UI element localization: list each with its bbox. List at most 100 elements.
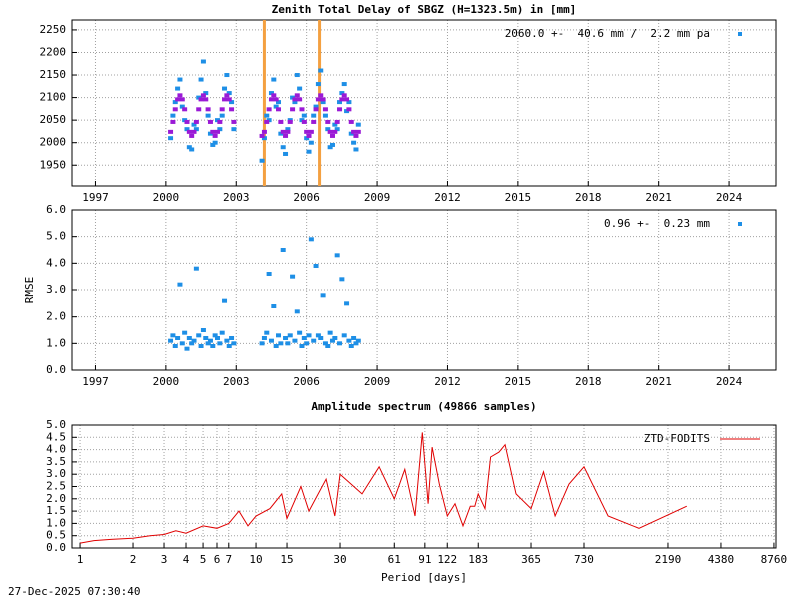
data-point (306, 149, 312, 154)
data-point (182, 107, 188, 112)
data-point (313, 107, 319, 112)
x-tick-label: 61 (388, 553, 401, 566)
timestamp: 27-Dec-2025 07:30:40 (8, 585, 140, 598)
data-point (203, 97, 209, 102)
x-tick-label: 8760 (761, 553, 788, 566)
data-point (224, 73, 230, 78)
data-point (344, 301, 350, 306)
data-point (229, 100, 235, 105)
y-tick-label: 1950 (40, 158, 67, 171)
data-point (222, 97, 228, 102)
data-point (210, 129, 216, 134)
data-point (311, 338, 317, 343)
x-tick-label: 4 (183, 553, 190, 566)
data-point (175, 97, 181, 102)
data-point (189, 341, 195, 346)
data-point (308, 237, 314, 242)
x-tick-label: 1997 (82, 375, 109, 388)
x-tick-label: 2015 (505, 191, 532, 204)
data-point (287, 333, 293, 338)
data-point (219, 330, 225, 335)
data-point (182, 330, 188, 335)
data-point (334, 119, 340, 124)
data-point (280, 248, 286, 252)
y-tick-label: 2000 (40, 136, 67, 149)
data-point (313, 104, 319, 109)
y-tick-label: 2200 (40, 45, 67, 58)
y-tick-label: 6.0 (46, 203, 66, 216)
data-point (337, 107, 343, 112)
data-point (207, 119, 213, 124)
data-point (229, 336, 235, 340)
data-point (280, 129, 286, 134)
x-tick-label: 2000 (153, 191, 180, 204)
data-point (285, 129, 291, 134)
data-point (168, 129, 174, 134)
data-point (271, 304, 277, 308)
x-tick-label: 2012 (434, 191, 461, 204)
x-tick-label: 1 (77, 553, 84, 566)
data-point (329, 338, 335, 343)
data-point (210, 142, 216, 147)
data-point (329, 133, 335, 138)
data-point (355, 129, 361, 134)
data-point (179, 341, 185, 346)
data-point (292, 97, 298, 102)
data-point (212, 333, 218, 338)
data-point (276, 100, 282, 105)
data-point (170, 119, 176, 124)
data-point (168, 136, 174, 141)
data-point (203, 91, 209, 96)
data-point (285, 341, 291, 346)
y-tick-label: 1.0 (46, 336, 66, 349)
data-point (332, 122, 338, 127)
data-point (318, 68, 324, 73)
data-point (306, 333, 312, 338)
x-tick-label: 2021 (645, 375, 672, 388)
data-point (306, 133, 312, 138)
x-tick-label: 730 (574, 553, 594, 566)
data-point (170, 333, 176, 338)
y-tick-label: 2050 (40, 113, 67, 126)
data-point (264, 330, 270, 335)
data-point (193, 127, 199, 132)
data-point (337, 100, 343, 105)
data-point (231, 341, 237, 346)
data-point (304, 136, 310, 141)
data-point (318, 336, 324, 340)
data-point (278, 341, 284, 346)
data-point (224, 93, 230, 98)
data-point (315, 82, 321, 87)
chart-title: Zenith Total Delay of SBGZ (H=1323.5m) i… (272, 3, 577, 16)
x-axis-label: Period [days] (381, 571, 467, 584)
x-tick-label: 10 (249, 553, 262, 566)
y-tick-label: 0.5 (46, 529, 66, 542)
data-point (301, 336, 307, 340)
x-tick-label: 2021 (645, 191, 672, 204)
data-point (175, 86, 181, 91)
y-tick-label: 2100 (40, 91, 67, 104)
data-point (266, 272, 272, 276)
data-point (203, 336, 209, 340)
data-point (299, 107, 305, 112)
data-point (179, 97, 185, 102)
data-point (346, 107, 352, 112)
data-point (177, 93, 183, 98)
data-point (219, 107, 225, 112)
data-point (264, 113, 270, 118)
data-point (283, 133, 289, 138)
y-tick-label: 4.0 (46, 443, 66, 456)
data-point (172, 107, 178, 112)
data-point (301, 119, 307, 124)
data-point (184, 346, 190, 351)
y-tick-label: 5.0 (46, 230, 66, 243)
legend-label: 2060.0 +- 40.6 mm / 2.2 mm pa (505, 27, 710, 40)
data-point (311, 113, 317, 118)
y-tick-label: 5.0 (46, 418, 66, 431)
data-point (214, 336, 220, 340)
data-point (226, 97, 232, 102)
data-point (280, 145, 286, 150)
data-point (304, 129, 310, 134)
data-point (189, 147, 195, 152)
